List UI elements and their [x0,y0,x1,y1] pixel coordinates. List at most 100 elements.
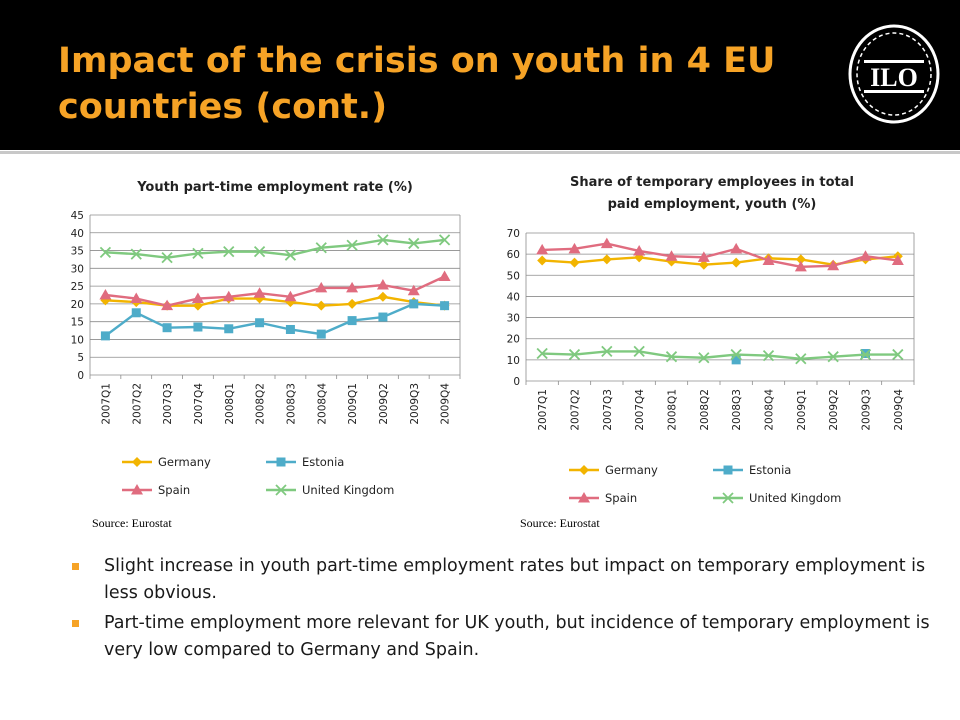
data-point [346,239,358,251]
legend-label: Spain [605,491,637,505]
y-tick-label: 30 [71,263,84,275]
data-point [99,289,112,300]
y-tick-label: 70 [507,228,520,240]
data-point [537,255,548,266]
legend-label: United Kingdom [749,491,841,505]
data-point [377,291,388,302]
legend-item: United Kingdom [713,491,841,505]
x-tick-label: 2008Q1 [224,383,236,425]
data-point [191,292,204,304]
data-point [284,249,297,261]
data-point [698,352,710,364]
y-tick-label: 45 [71,210,84,222]
legend-label: Estonia [302,455,344,469]
legend-label: Germany [605,463,658,477]
data-point [376,279,389,290]
data-point [316,300,327,311]
data-point [192,247,204,260]
legend-label: United Kingdom [302,483,394,497]
bullet-item: Part-time employment more relevant for U… [72,610,932,664]
bullet-text: Part-time employment more relevant for U… [104,613,930,660]
x-tick-label: 2009Q2 [828,389,840,431]
data-point [253,287,266,298]
data-point [601,345,613,358]
y-tick-label: 35 [71,246,84,258]
square-bullet-icon [72,620,79,627]
series-line [105,238,445,259]
data-point [633,345,645,358]
temporary-chart: Share of temporary employees in total pai… [476,160,936,526]
data-point [633,244,646,256]
series-line [542,242,898,269]
series-united-kingdom [99,234,451,264]
temporary-chart-svg: Share of temporary employees in total pai… [507,175,915,505]
data-point [131,308,141,318]
part-time-chart: Youth part-time employment rate (%) 0 5 10 1… [50,160,468,526]
legend-marker [275,484,287,496]
bullet-text: Slight increase in youth part-time emplo… [104,556,926,603]
data-point [409,299,419,309]
data-point [130,248,142,260]
series-spain [99,270,451,311]
data-point [730,242,743,254]
x-tick-label: 2007Q4 [193,383,205,425]
data-point [284,290,297,302]
data-point [665,250,678,261]
data-point [438,234,451,246]
x-tick-label: 2008Q3 [731,389,743,431]
legend-marker [579,465,589,475]
data-point [253,245,266,258]
data-point [568,242,581,254]
chart-title: Youth part-time employment rate (%) [136,180,413,195]
data-point [859,348,872,361]
data-point [224,324,234,334]
legend-marker [132,457,142,467]
y-tick-label: 0 [77,370,84,382]
data-point [795,254,806,265]
data-point [130,292,143,304]
data-point [536,347,548,360]
data-point [666,256,677,267]
data-point [377,234,389,246]
legend-label: Germany [158,455,211,469]
header-divider [0,151,960,154]
series-estonia [100,299,450,341]
x-tick-label: 2007Q4 [634,389,646,431]
series-line [105,275,446,307]
data-point [407,284,420,296]
chart-title: paid employment, youth (%) [608,197,817,212]
data-point [100,331,110,341]
data-point [568,348,581,361]
data-point [440,301,450,311]
data-point [438,270,451,282]
y-tick-label: 15 [71,317,84,329]
data-point [100,295,111,306]
source-note-left: Source: Eurostat [92,516,172,530]
bullet-list: Slight increase in youth part-time emplo… [72,553,932,667]
data-point [285,324,295,334]
part-time-chart-svg: Youth part-time employment rate (%) 0 5 10 1… [71,180,461,497]
data-point [347,298,358,309]
square-bullet-icon [72,563,79,570]
legend-marker [578,492,590,503]
data-point [161,252,173,264]
x-tick-label: 2008Q2 [699,389,711,431]
data-point [892,348,904,361]
ilo-logo: ILO [846,22,942,126]
data-point [891,254,904,265]
y-tick-label: 50 [507,270,520,282]
data-point [762,349,775,362]
series-line [542,350,898,361]
bullet-item: Slight increase in youth part-time emplo… [72,553,932,607]
x-tick-label: 2007Q2 [131,383,143,425]
data-point [569,257,580,268]
data-point [316,329,326,339]
y-tick-label: 5 [77,352,84,364]
legend-item: Germany [122,455,211,469]
y-tick-label: 40 [507,291,520,303]
data-point [408,237,420,250]
data-point [315,242,327,254]
legend-label: Spain [158,483,190,497]
source-note-right: Source: Eurostat [520,516,600,530]
data-point [346,281,359,293]
